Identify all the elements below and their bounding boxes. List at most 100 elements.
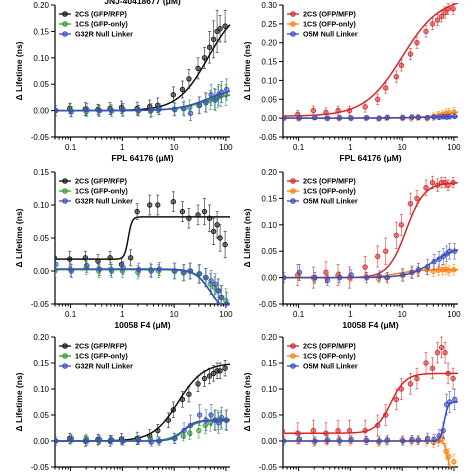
series-1 (55, 191, 230, 272)
fit-curve (55, 268, 224, 306)
y-tick-label: 0.00 (261, 437, 277, 446)
series-2 (283, 263, 458, 284)
y-tick-label: 0.10 (261, 221, 277, 230)
chart-panel-5: -0.050.000.050.100.150.200.1110100Δ Life… (14, 333, 233, 474)
data-point (362, 264, 368, 270)
data-point (400, 438, 406, 444)
legend-marker (290, 198, 296, 204)
data-point (84, 438, 90, 444)
data-point (400, 272, 406, 278)
legend-label: G32R Null Linker (75, 362, 133, 371)
data-point (283, 274, 287, 281)
x-tick-label: 100 (219, 143, 233, 152)
data-point (222, 23, 228, 29)
data-point (424, 264, 431, 270)
legend: 2CS (OFP/MFP)1CS (OFP-only)O5M Null Link… (287, 10, 358, 39)
y-axis-label: Δ Lifetime (ns) (242, 208, 252, 267)
y-tick-label: 0.20 (261, 333, 277, 342)
data-point (376, 438, 383, 444)
data-point (283, 115, 287, 121)
data-point (179, 86, 186, 93)
data-point (148, 107, 155, 113)
data-point (445, 370, 451, 377)
data-point (442, 9, 448, 16)
y-tick-label: 0.15 (261, 194, 277, 203)
data-point (217, 26, 223, 32)
legend: 2CS (OFP/MFP)1CS (OFP-only)O5M Null Link… (287, 342, 358, 371)
x-tick-label: 0.1 (65, 310, 77, 319)
series-3 (55, 404, 230, 447)
data-point (283, 428, 285, 434)
data-point (348, 436, 354, 443)
data-point (195, 381, 201, 387)
data-point (407, 200, 414, 207)
data-point (375, 422, 381, 429)
y-axis-label: Δ Lifetime (ns) (14, 208, 24, 267)
data-point (346, 107, 353, 114)
data-point (186, 76, 192, 82)
legend-marker (290, 31, 296, 37)
y-tick-label: 0.00 (33, 437, 49, 446)
series-1 (283, 336, 458, 444)
x-tick-label: 100 (447, 310, 461, 319)
plot-area (55, 360, 231, 447)
data-point (212, 417, 218, 423)
data-point (336, 274, 343, 281)
data-point (312, 114, 318, 121)
data-point (212, 281, 218, 287)
y-tick-label: 0.05 (33, 80, 49, 89)
data-point (446, 268, 452, 274)
data-point (224, 86, 230, 93)
plot-area (283, 3, 459, 123)
data-point (346, 427, 353, 434)
data-point (323, 430, 329, 436)
legend-marker (290, 11, 296, 17)
data-point (187, 422, 194, 429)
data-point (445, 6, 451, 12)
y-tick-label: -0.05 (31, 300, 50, 309)
data-point (407, 51, 414, 57)
y-tick-label: -0.05 (259, 133, 278, 142)
data-point (442, 349, 448, 356)
data-point (201, 208, 208, 215)
data-point (68, 268, 75, 274)
data-point (55, 438, 59, 444)
legend: 2CS (GFP/RFP)1CS (GFP-only)G32R Null Lin… (59, 342, 133, 371)
y-tick-label: 0.00 (261, 274, 277, 283)
legend: 2CS (GFP/RFP)1CS (GFP-only)G32R Null Lin… (59, 10, 133, 39)
data-point (224, 301, 230, 306)
data-point (196, 270, 203, 277)
data-point (186, 215, 192, 221)
data-point (440, 427, 446, 434)
data-point (206, 215, 213, 221)
legend-label: 1CS (GFP-only) (75, 187, 128, 196)
series-3 (283, 388, 459, 446)
data-point (67, 256, 73, 262)
data-point (201, 55, 208, 61)
y-tick-label: 0.10 (261, 76, 277, 85)
data-point (324, 115, 331, 121)
data-point (187, 430, 193, 436)
x-tick-label: 0.1 (65, 143, 77, 152)
y-tick-label: 0.30 (261, 1, 277, 10)
data-point (362, 427, 368, 434)
data-point (414, 40, 420, 46)
plot-area (283, 175, 459, 289)
data-point (310, 427, 317, 434)
data-point (415, 266, 422, 273)
legend-marker (290, 178, 296, 184)
data-point (324, 277, 331, 283)
data-point (210, 370, 217, 377)
data-point (409, 436, 415, 443)
data-point (136, 437, 142, 443)
data-point (195, 65, 201, 72)
data-point (186, 391, 192, 397)
data-point (431, 259, 437, 265)
y-tick-label: -0.05 (259, 300, 278, 309)
data-point (335, 107, 341, 114)
data-point (445, 182, 451, 188)
y-tick-label: -0.05 (31, 133, 50, 142)
data-point (68, 435, 75, 442)
data-point (156, 266, 163, 272)
y-tick-label: -0.05 (259, 463, 278, 472)
